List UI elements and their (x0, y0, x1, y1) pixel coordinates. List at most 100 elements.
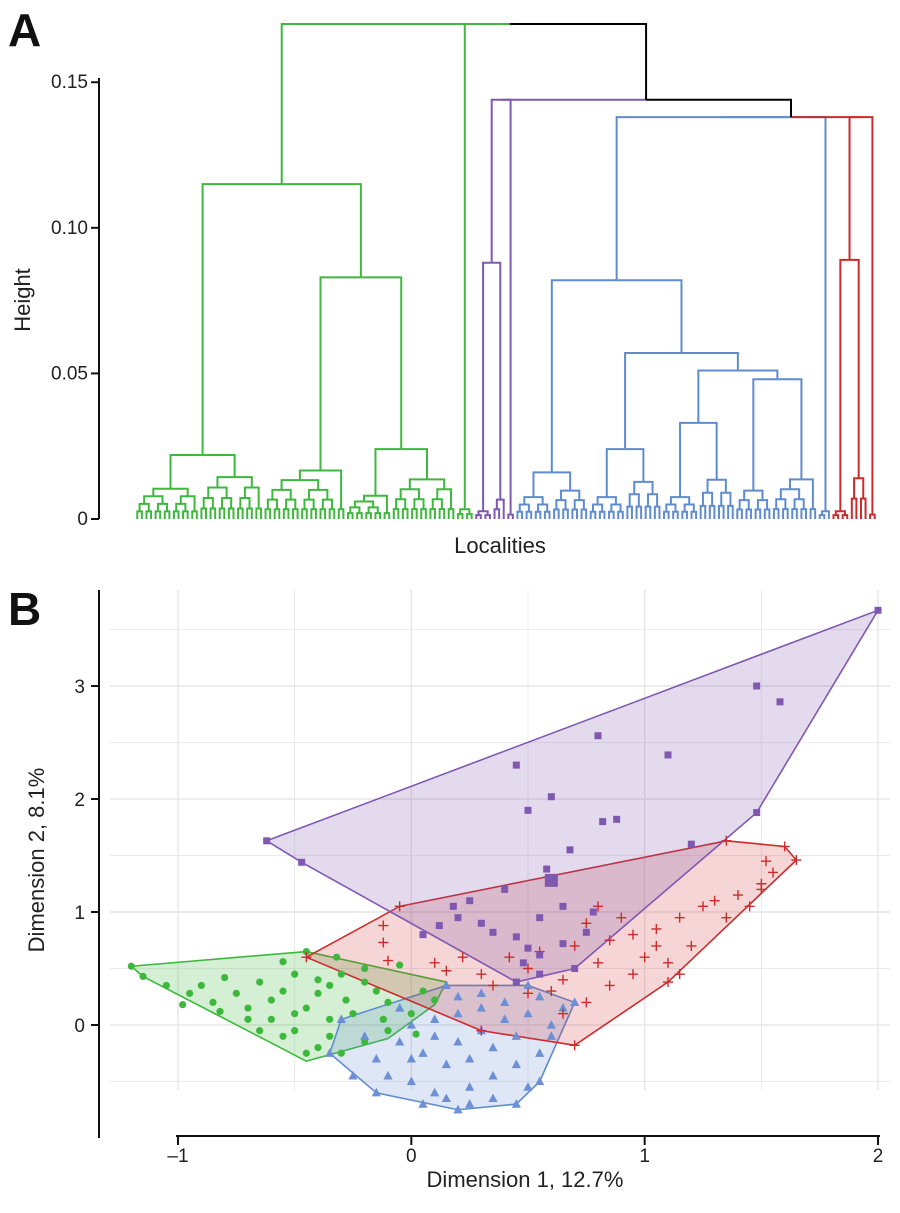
dendrogram-link (698, 421, 718, 480)
dendrogram-link (374, 448, 402, 496)
point-circle (291, 1027, 299, 1035)
point-triangle (453, 1036, 463, 1046)
dendrogram-link (841, 514, 849, 519)
dendrogram-link (200, 507, 207, 519)
dendrogram-link (553, 508, 560, 519)
dendrogram-y-tick-label: 0.15 (51, 72, 88, 93)
point-circle (232, 989, 240, 997)
point-plus (779, 841, 790, 852)
point-plus (523, 963, 533, 974)
point-plus (761, 856, 771, 867)
point-plus (709, 895, 720, 906)
point-triangle (511, 1031, 521, 1040)
point-circle (279, 1032, 287, 1040)
point-circle (302, 1049, 310, 1057)
point-square (477, 919, 485, 927)
scatter-y-tick-label: 2 (74, 790, 85, 811)
point-plus (301, 952, 312, 963)
dendrogram-link (859, 497, 867, 519)
point-triangle (453, 1008, 463, 1018)
dendrogram-link (663, 510, 670, 519)
dendrogram-link (571, 508, 578, 519)
point-triangle (465, 1053, 475, 1063)
point-triangle (371, 1087, 381, 1097)
point-circle (279, 987, 287, 995)
point-plus (476, 969, 487, 980)
scatter-x-tick-label: –1 (167, 1146, 188, 1167)
point-circle (302, 1004, 310, 1012)
point-plus (663, 977, 673, 988)
dendrogram-link (509, 23, 648, 100)
point-plus (546, 986, 557, 997)
point-plus (476, 1025, 487, 1036)
point-triangle (570, 997, 580, 1006)
dendrogram-link (237, 507, 244, 519)
point-plus (616, 912, 627, 923)
point-plus (523, 988, 533, 999)
point-plus (698, 901, 708, 912)
dendrogram-link (681, 352, 739, 371)
point-square (559, 940, 567, 948)
dendrogram-link (625, 448, 645, 482)
point-square (753, 809, 761, 817)
point-plus (593, 957, 603, 968)
point-triangle (488, 1093, 498, 1103)
point-square (449, 902, 457, 910)
point-triangle (500, 1014, 510, 1023)
point-square (547, 793, 555, 801)
point-plus (441, 965, 452, 976)
dendrogram-y-tick-label: 0.05 (51, 363, 88, 384)
dendrogram-link (646, 98, 793, 118)
point-circle (291, 1010, 299, 1018)
point-triangle (558, 1003, 568, 1012)
point-plus (394, 901, 405, 912)
point-plus (721, 912, 732, 923)
point-circle (127, 962, 135, 970)
dendrogram-link (598, 510, 606, 519)
dendrogram-link (690, 510, 698, 519)
scatter-x-tick-label: 0 (406, 1146, 417, 1167)
point-triangle (453, 1104, 463, 1114)
point-square (512, 933, 520, 941)
point-plus (581, 918, 592, 929)
point-plus (558, 974, 568, 985)
point-triangle (535, 991, 545, 1001)
dendrogram-link (482, 261, 492, 512)
point-circle (139, 972, 147, 981)
dendrogram-link (777, 378, 803, 480)
point-square (543, 865, 551, 873)
dendrogram-link (573, 499, 585, 510)
point-circle (361, 1038, 369, 1046)
dendrogram-link (202, 453, 236, 478)
dendrogram-link (624, 352, 682, 450)
point-circle (267, 996, 275, 1004)
dendrogram-links (136, 23, 876, 519)
point-plus (756, 884, 767, 895)
point-circle (216, 1007, 224, 1016)
dendrogram-link (752, 378, 778, 491)
dendrogram-link (243, 486, 260, 509)
dendrogram-link (596, 496, 617, 505)
dendrogram-link (763, 508, 771, 519)
point-square (559, 902, 567, 910)
dendrogram-link (280, 23, 374, 185)
point-plus (457, 952, 468, 963)
scatter-x-tick-label: 2 (873, 1146, 884, 1167)
point-plus (791, 855, 802, 866)
point-triangle (535, 1048, 545, 1057)
dendrogram-link (550, 279, 617, 473)
point-square (589, 908, 597, 916)
point-square (435, 922, 443, 930)
point-plus (383, 955, 393, 966)
point-plus (488, 980, 498, 991)
point-circle (337, 1049, 345, 1057)
dendrogram-y-tick-label: 0.10 (51, 218, 88, 239)
point-plus (429, 957, 440, 968)
dendrogram-link (227, 507, 235, 519)
point-triangle (523, 1082, 533, 1091)
dendrogram-link (156, 502, 169, 512)
point-circle (349, 1010, 357, 1018)
dendrogram-link (367, 506, 379, 514)
point-plus (744, 901, 755, 912)
